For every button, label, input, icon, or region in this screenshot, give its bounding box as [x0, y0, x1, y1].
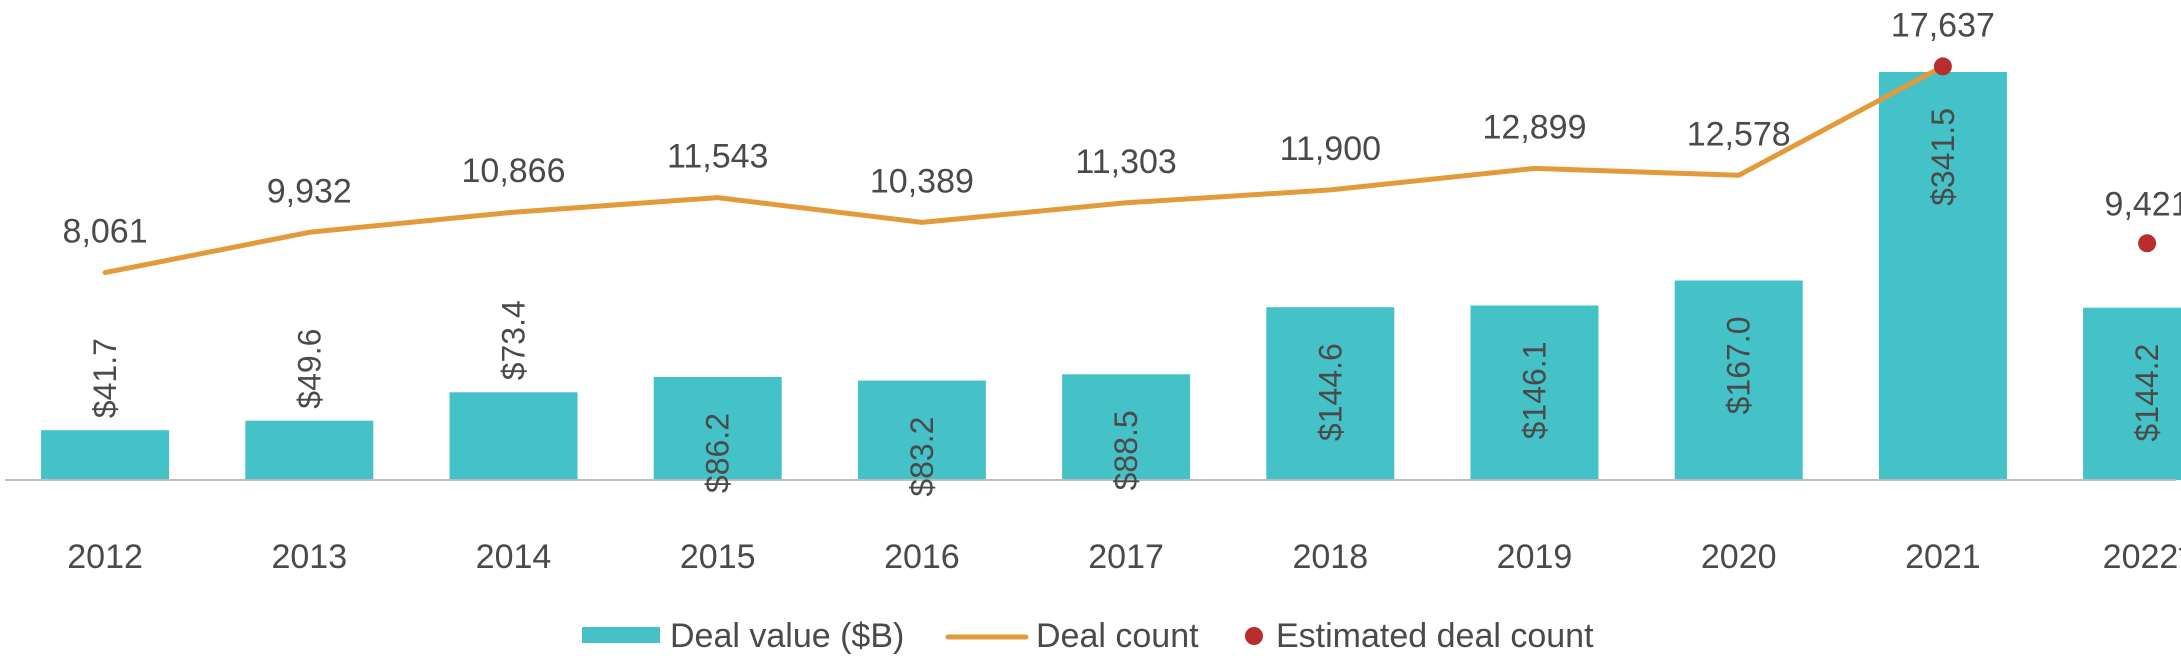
deal-count-label: 9,932 [267, 172, 352, 210]
deal-count-label: 17,637 [1891, 6, 1995, 44]
legend: Deal value ($B) Deal count Estimated dea… [582, 617, 1594, 655]
legend-label-estimated: Estimated deal count [1276, 617, 1594, 655]
legend-label-deal-value: Deal value ($B) [670, 617, 904, 655]
x-tick-label: 2016 [884, 538, 960, 576]
bar-2014 [449, 392, 578, 480]
bar-2018 [1266, 307, 1395, 480]
bar-2020 [1674, 280, 1803, 480]
bar-value-label: $86.2 [700, 413, 736, 493]
bar-value-label: $341.5 [1925, 108, 1961, 206]
deal-count-label: 10,389 [870, 162, 974, 200]
bar-value-label: $83.2 [904, 417, 940, 497]
estimated-deal-count-dot [1933, 57, 1952, 76]
bar-2012 [41, 430, 170, 480]
x-tick-labels-group: 2012 2013 2014 2015 2016 2017 2018 2019 2020 2021… [67, 538, 2181, 576]
bars-group [41, 72, 2181, 480]
x-tick-label: 2020 [1701, 538, 1777, 576]
bar-value-label: $144.6 [1312, 343, 1348, 441]
bar-value-label: $146.1 [1517, 342, 1553, 440]
bar-value-label: $88.5 [1108, 410, 1144, 490]
legend-label-deal-count: Deal count [1036, 617, 1199, 655]
bar-2019 [1470, 305, 1599, 480]
deal-count-label: 8,061 [63, 213, 148, 251]
bar-value-label: $41.7 [87, 338, 123, 418]
bar-2017 [1062, 374, 1191, 480]
legend-swatch-deal-value [582, 627, 660, 643]
bar-2016 [857, 380, 986, 480]
bar-2013 [245, 420, 374, 480]
x-tick-label: 2015 [680, 538, 756, 576]
bar-value-label: $73.4 [496, 300, 532, 380]
estimated-deal-count-label: 9,421 [2105, 185, 2181, 223]
deal-count-label: 11,303 [1075, 143, 1176, 181]
deal-count-label: 10,866 [462, 152, 566, 190]
deal-count-label: 12,899 [1483, 108, 1587, 146]
estimated-dots-group [1933, 57, 2157, 253]
deal-count-label: 12,578 [1687, 115, 1791, 153]
x-tick-label: 2014 [476, 538, 552, 576]
value-labels-group: $41.7 $49.6 $73.4 $86.2 $83.2 $88.5 $144.6 $146… [87, 108, 2165, 497]
x-tick-label: 2017 [1088, 538, 1164, 576]
legend-swatch-estimated [1245, 627, 1263, 645]
deal-count-label: 11,543 [667, 138, 768, 176]
bar-value-label: $49.6 [291, 329, 327, 409]
x-tick-label: 2019 [1497, 538, 1573, 576]
count-labels-group: 8,061 9,932 10,866 11,543 10,389 11,303 11,900… [63, 6, 2181, 250]
bar-2015 [653, 377, 782, 480]
deal-count-line [102, 63, 1946, 276]
bar-value-label: $167.0 [1721, 317, 1757, 415]
estimated-deal-count-dot [2138, 234, 2157, 253]
bar-value-label: $144.2 [2129, 344, 2165, 442]
bar-2022 [2083, 307, 2181, 480]
x-tick-label: 2022* [2103, 538, 2181, 576]
x-tick-label: 2018 [1292, 538, 1368, 576]
x-tick-label: 2013 [271, 538, 347, 576]
bar-2021 [1878, 72, 2007, 480]
x-tick-label: 2021 [1905, 538, 1981, 576]
x-tick-label: 2012 [67, 538, 143, 576]
deal-count-label: 11,900 [1280, 130, 1381, 168]
